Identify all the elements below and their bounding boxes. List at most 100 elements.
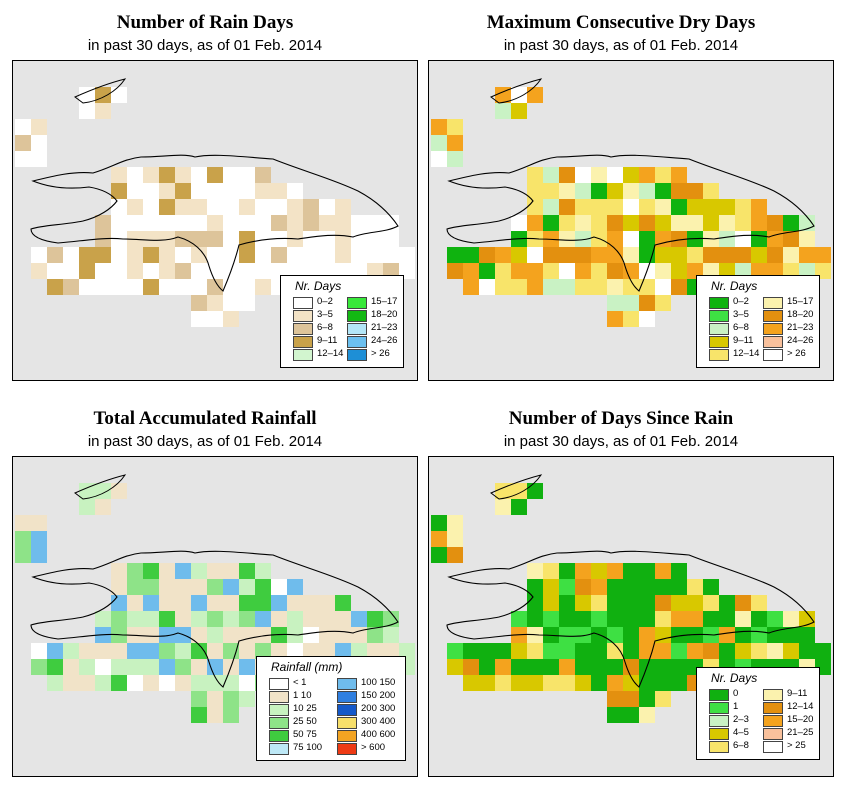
grid-cell — [655, 595, 671, 611]
grid-cell — [495, 675, 511, 691]
grid-cell — [719, 215, 735, 231]
grid-cell — [239, 263, 255, 279]
grid-cell — [367, 627, 383, 643]
grid-cell — [623, 263, 639, 279]
grid-cell — [655, 659, 671, 675]
legend-swatch — [337, 730, 357, 742]
grid-cell — [191, 183, 207, 199]
grid-cell — [223, 311, 239, 327]
grid-cell — [575, 215, 591, 231]
grid-cell — [223, 199, 239, 215]
grid-cell — [511, 499, 527, 515]
grid-cell — [95, 103, 111, 119]
grid-cell — [255, 579, 271, 595]
grid-cell — [207, 579, 223, 595]
grid-cell — [95, 659, 111, 675]
grid-cell — [735, 611, 751, 627]
grid-cell — [127, 563, 143, 579]
grid-cell — [143, 263, 159, 279]
grid-cell — [271, 611, 287, 627]
grid-cell — [607, 215, 623, 231]
grid-cell — [303, 595, 319, 611]
grid-cell — [319, 643, 335, 659]
grid-cell — [159, 675, 175, 691]
grid-cell — [559, 263, 575, 279]
grid-cell — [191, 707, 207, 723]
grid-cell — [271, 595, 287, 611]
grid-cell — [255, 215, 271, 231]
grid-cell — [495, 87, 511, 103]
grid-cell — [751, 247, 767, 263]
legend-swatch — [763, 715, 783, 727]
grid-cell — [79, 675, 95, 691]
grid-cell — [575, 231, 591, 247]
grid-cell — [15, 515, 31, 531]
grid-cell — [607, 263, 623, 279]
grid-cell — [111, 563, 127, 579]
grid-cell — [671, 231, 687, 247]
grid-cell — [607, 231, 623, 247]
grid-cell — [479, 263, 495, 279]
grid-cell — [527, 183, 543, 199]
grid-cell — [639, 279, 655, 295]
grid-cell — [223, 707, 239, 723]
grid-cell — [47, 659, 63, 675]
legend: Nr. Days 0 1 2–3 4–5 6–8 9–11 12–14 15–20 21–25 >… — [696, 667, 820, 760]
grid-cell — [255, 183, 271, 199]
grid-cell — [671, 643, 687, 659]
grid-cell — [303, 643, 319, 659]
grid-cell — [703, 579, 719, 595]
grid-cell — [431, 151, 447, 167]
grid-cell — [335, 247, 351, 263]
grid-cell — [111, 643, 127, 659]
grid-cell — [239, 595, 255, 611]
grid-cell — [127, 643, 143, 659]
grid-cell — [607, 247, 623, 263]
grid-cell — [79, 483, 95, 499]
grid-cell — [639, 231, 655, 247]
panel-subtitle: in past 30 days, as of 01 Feb. 2014 — [503, 433, 739, 450]
grid-cell — [223, 295, 239, 311]
grid-cell — [623, 611, 639, 627]
grid-cell — [271, 215, 287, 231]
grid-cell — [319, 215, 335, 231]
legend-label: 400 600 — [361, 729, 396, 740]
grid-cell — [383, 231, 399, 247]
grid-cell — [607, 675, 623, 691]
grid-cell — [703, 247, 719, 263]
grid-cell — [511, 643, 527, 659]
grid-cell — [527, 167, 543, 183]
grid-cell — [207, 247, 223, 263]
grid-cell — [511, 103, 527, 119]
grid-cell — [783, 215, 799, 231]
panel-subtitle: in past 30 days, as of 01 Feb. 2014 — [87, 433, 323, 450]
island-coastline — [74, 474, 127, 500]
panel-title: Number of Days Since Rain — [508, 408, 734, 429]
coastline — [446, 550, 815, 688]
grid-cell — [703, 183, 719, 199]
legend-title: Nr. Days — [711, 671, 758, 685]
grid-cell — [495, 643, 511, 659]
grid-cell — [527, 563, 543, 579]
grid-cell — [335, 643, 351, 659]
grid-cell — [639, 675, 655, 691]
legend-label: 21–23 — [787, 322, 814, 333]
grid-cell — [511, 483, 527, 499]
grid-cell — [543, 611, 559, 627]
grid-cell — [271, 183, 287, 199]
grid-cell — [607, 167, 623, 183]
grid-cell — [255, 167, 271, 183]
grid-cell — [319, 595, 335, 611]
grid-cell — [335, 595, 351, 611]
grid-cell — [783, 611, 799, 627]
panel-subtitle: in past 30 days, as of 01 Feb. 2014 — [503, 37, 739, 54]
grid-cell — [543, 199, 559, 215]
grid-cell — [767, 643, 783, 659]
grid-cell — [207, 611, 223, 627]
grid-cell — [191, 311, 207, 327]
grid-cell — [591, 659, 607, 675]
grid-cell — [351, 247, 367, 263]
grid-cell — [159, 263, 175, 279]
grid-cell — [543, 167, 559, 183]
legend-swatch — [269, 730, 289, 742]
